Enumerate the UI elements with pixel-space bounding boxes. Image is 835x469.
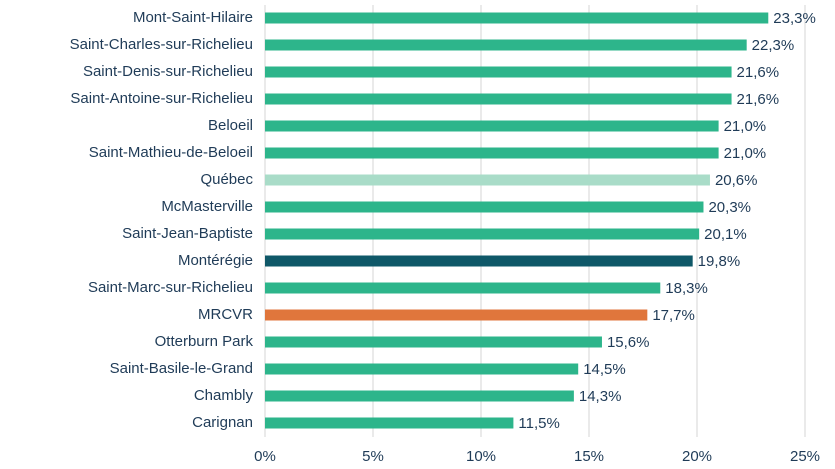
data-label: 17,7%: [652, 307, 695, 324]
data-label: 20,3%: [708, 199, 751, 216]
data-label: 21,0%: [724, 145, 767, 162]
bar: [265, 120, 719, 132]
y-tick-label: Chambly: [194, 387, 254, 404]
y-tick-label: Québec: [200, 171, 253, 188]
x-tick-label: 20%: [682, 448, 712, 465]
y-tick-label: Otterburn Park: [155, 333, 254, 350]
y-tick-label: Beloeil: [208, 117, 253, 134]
x-tick-label: 0%: [254, 448, 276, 465]
bar: [265, 390, 574, 402]
bar: [265, 12, 769, 24]
data-label: 15,6%: [607, 334, 650, 351]
bar: [265, 417, 514, 429]
bar: [265, 39, 747, 51]
y-tick-label: Saint-Antoine-sur-Richelieu: [70, 90, 253, 107]
bar: [265, 93, 732, 105]
bar: [265, 255, 693, 267]
x-tick-label: 5%: [362, 448, 384, 465]
y-tick-label: Saint-Charles-sur-Richelieu: [70, 36, 253, 53]
x-tick-label: 15%: [574, 448, 604, 465]
data-label: 23,3%: [773, 10, 816, 27]
y-tick-label: Saint-Mathieu-de-Beloeil: [89, 144, 253, 161]
bar: [265, 309, 648, 321]
data-label: 21,6%: [737, 91, 780, 108]
x-tick-label: 10%: [466, 448, 496, 465]
y-tick-label: Saint-Basile-le-Grand: [110, 360, 253, 377]
bar: [265, 66, 732, 78]
data-label: 18,3%: [665, 280, 708, 297]
data-label: 20,6%: [715, 172, 758, 189]
y-tick-label: Montérégie: [178, 252, 253, 269]
data-label: 22,3%: [752, 37, 795, 54]
y-tick-label: Carignan: [192, 414, 253, 431]
bar: [265, 201, 704, 213]
bar: [265, 228, 700, 240]
x-tick-label: 25%: [790, 448, 820, 465]
bar: [265, 174, 710, 186]
bar: [265, 147, 719, 159]
data-label: 14,5%: [583, 361, 626, 378]
data-label: 21,0%: [724, 118, 767, 135]
y-tick-label: Saint-Denis-sur-Richelieu: [83, 63, 253, 80]
y-tick-label: MRCVR: [198, 306, 253, 323]
y-tick-label: Saint-Jean-Baptiste: [122, 225, 253, 242]
data-label: 21,6%: [737, 64, 780, 81]
data-label: 19,8%: [698, 253, 741, 270]
bar: [265, 363, 579, 375]
bar: [265, 336, 602, 348]
data-label: 20,1%: [704, 226, 747, 243]
y-tick-label: McMasterville: [161, 198, 253, 215]
y-tick-label: Mont-Saint-Hilaire: [133, 9, 253, 26]
y-tick-label: Saint-Marc-sur-Richelieu: [88, 279, 253, 296]
data-label: 11,5%: [518, 415, 559, 432]
data-label: 14,3%: [579, 388, 622, 405]
bar: [265, 282, 661, 294]
